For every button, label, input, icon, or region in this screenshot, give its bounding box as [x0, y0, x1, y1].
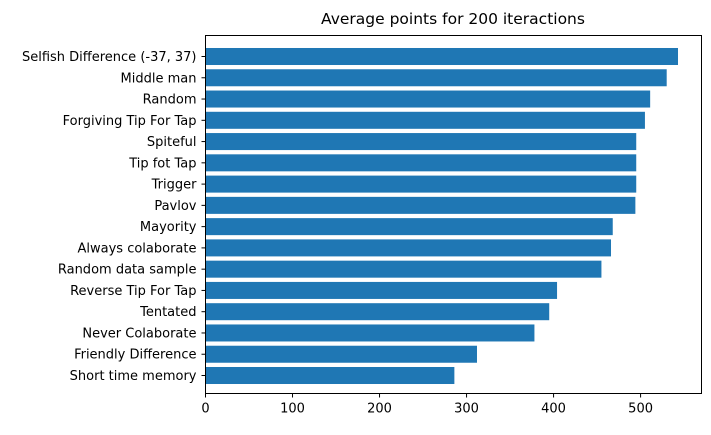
bar: [205, 218, 613, 236]
y-tick-label: Always colaborate: [78, 241, 197, 256]
y-tick-label: Tentated: [139, 305, 196, 320]
x-tick-label: 400: [541, 402, 566, 417]
y-tick-label: Random: [143, 93, 197, 108]
bar: [205, 196, 636, 214]
y-tick-label: Selfish Difference (-37, 37): [22, 50, 197, 65]
bar: [205, 69, 667, 87]
bar: [205, 154, 637, 172]
bar: [205, 133, 637, 151]
x-tick-label: 0: [201, 402, 209, 417]
y-tick-label: Reverse Tip For Tap: [70, 284, 196, 299]
bar: [205, 47, 679, 66]
y-tick-label: Random data sample: [58, 263, 197, 278]
y-tick-label: Tip fot Tap: [128, 156, 196, 171]
bar: [205, 111, 645, 129]
bar: [205, 239, 612, 257]
y-tick-label: Trigger: [151, 178, 197, 193]
y-tick-label: Pavlov: [154, 199, 196, 214]
y-tick-label: Mayority: [140, 220, 197, 235]
bars-layer: [205, 47, 679, 385]
chart-title: Average points for 200 iteractions: [321, 10, 585, 28]
plot-area-frame: [205, 35, 702, 394]
x-tick-label: 100: [280, 402, 305, 417]
y-tick-label: Forgiving Tip For Tap: [63, 114, 197, 129]
x-tick-label: 200: [367, 402, 392, 417]
x-tick-label: 500: [628, 402, 653, 417]
bar: [205, 324, 535, 342]
bar: [205, 366, 455, 385]
y-tick-label: Short time memory: [70, 369, 197, 384]
bar: [205, 260, 602, 278]
x-tick-label: 300: [454, 402, 479, 417]
y-tick-label: Middle man: [121, 71, 197, 86]
y-tick-label: Friendly Difference: [74, 348, 196, 363]
y-tick-label: Never Colaborate: [82, 326, 196, 341]
bar: [205, 303, 550, 321]
x-axis-ticks: 0 100 200 300 400 500: [201, 393, 653, 417]
bar: [205, 281, 558, 299]
y-tick-labels: Selfish Difference (-37, 37) Middle man Ra…: [22, 50, 206, 384]
y-tick-label: Spiteful: [147, 135, 197, 150]
bar: [205, 90, 651, 108]
bar: [205, 345, 477, 363]
bar: [205, 175, 637, 193]
